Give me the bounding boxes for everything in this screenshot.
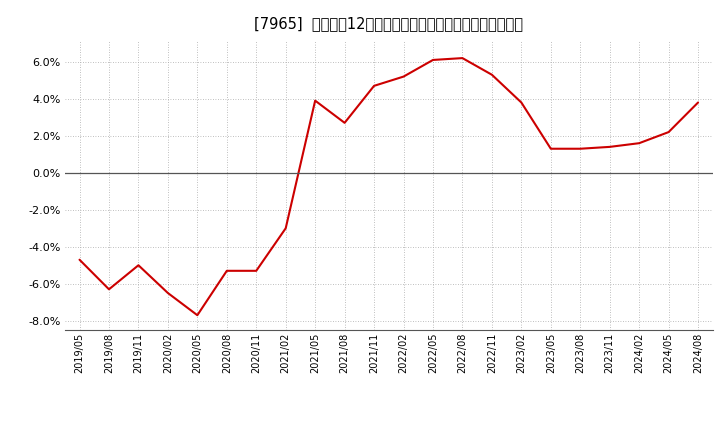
Title: [7965]  売上高の12か月移動合計の対前年同期増減率の推移: [7965] 売上高の12か月移動合計の対前年同期増減率の推移	[254, 16, 523, 32]
